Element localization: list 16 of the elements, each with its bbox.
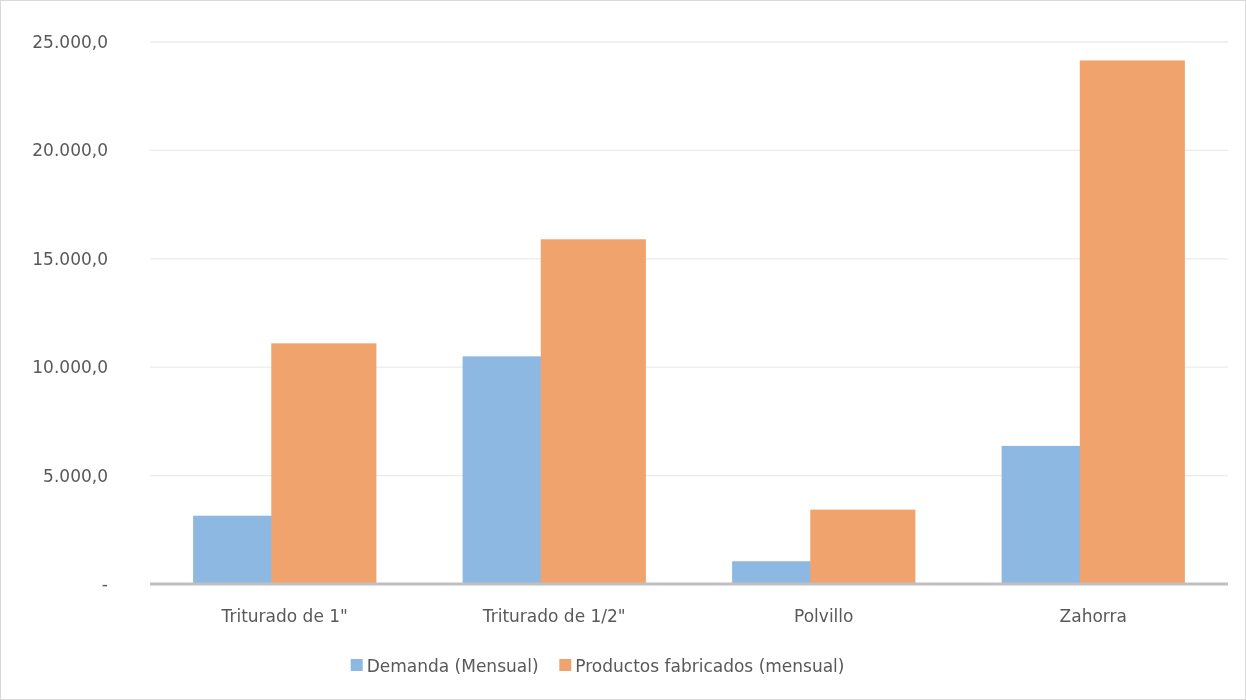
y-tick-label: 15.000,0 (32, 248, 108, 269)
legend-label: Productos fabricados (mensual) (575, 655, 845, 676)
bar (810, 509, 916, 584)
bar (1079, 60, 1185, 584)
x-tick-label: Polvillo (794, 606, 854, 626)
x-tick-label: Triturado de 1/2" (481, 606, 626, 626)
legend-label: Demanda (Mensual) (366, 655, 539, 676)
y-tick-label: 10.000,0 (32, 357, 108, 378)
x-tick-label: Triturado de 1" (220, 606, 348, 626)
y-tick-label: - (101, 573, 108, 594)
y-tick-label: 20.000,0 (32, 140, 108, 161)
bar (271, 343, 377, 584)
x-tick-label: Zahorra (1059, 606, 1127, 626)
y-tick-label: 25.000,0 (32, 31, 108, 52)
bar (540, 239, 646, 584)
y-tick-label: 5.000,0 (43, 465, 108, 486)
